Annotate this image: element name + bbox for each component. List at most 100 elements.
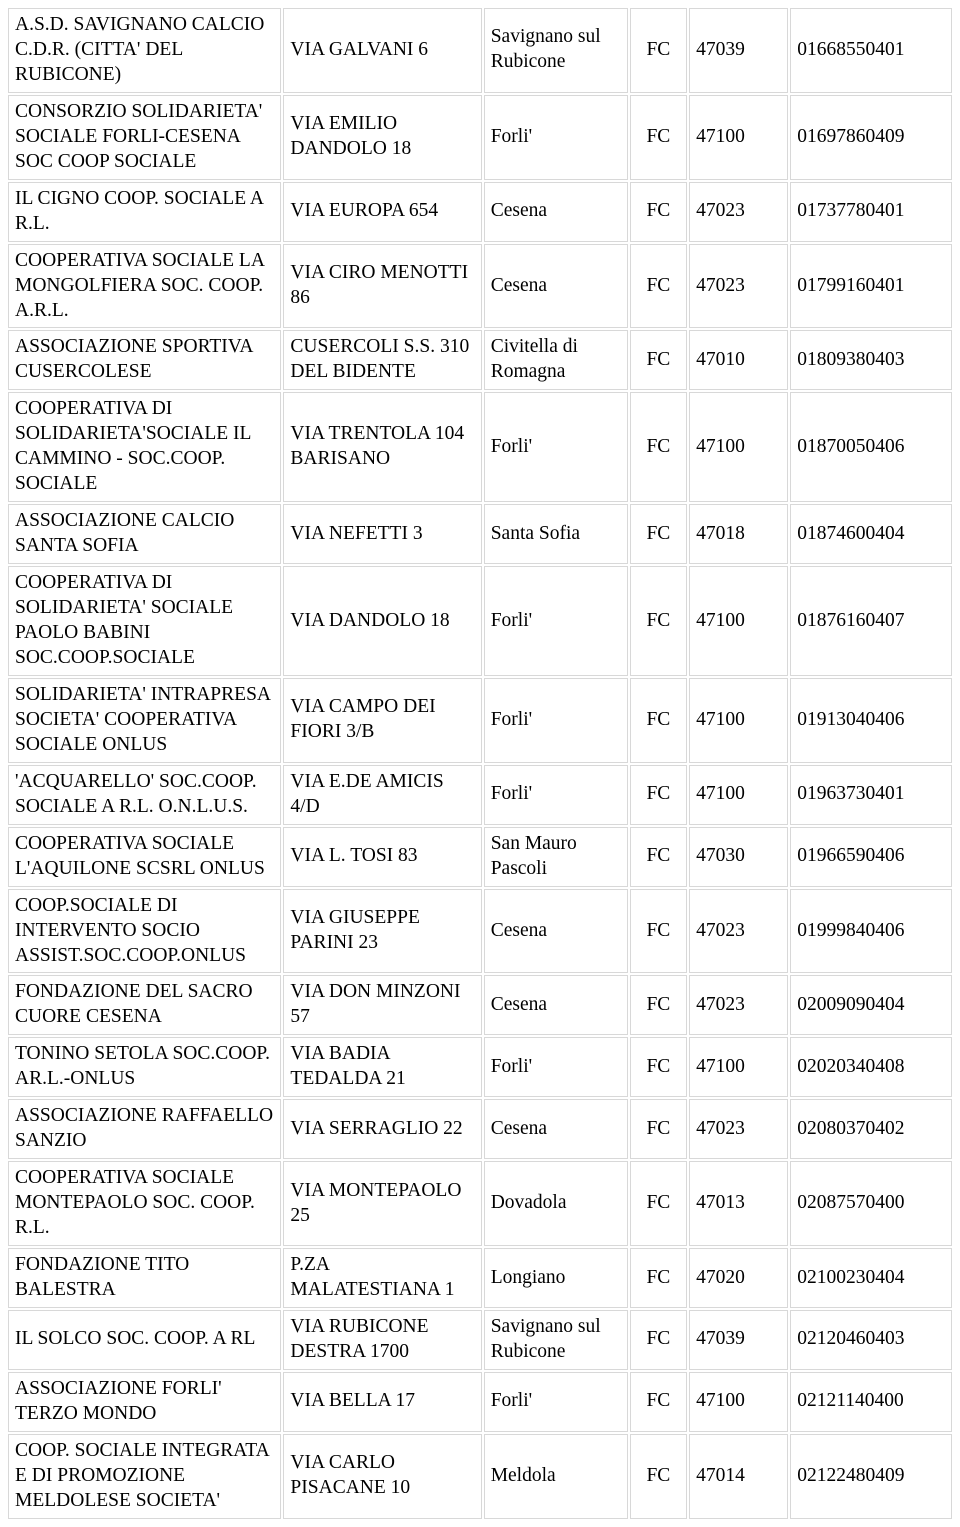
cell-province: FC: [630, 1310, 687, 1370]
cell-city: Cesena: [484, 889, 628, 974]
cell-city: Cesena: [484, 182, 628, 242]
cell-code: 01809380403: [790, 330, 952, 390]
cell-zip: 47013: [689, 1161, 788, 1246]
cell-province: FC: [630, 95, 687, 180]
table-row: COOPERATIVA SOCIALE LA MONGOLFIERA SOC. …: [8, 244, 952, 329]
cell-city: Longiano: [484, 1248, 628, 1308]
cell-zip: 47020: [689, 1248, 788, 1308]
cell-address: P.ZA MALATESTIANA 1: [283, 1248, 481, 1308]
table-row: A.S.D. SAVIGNANO CALCIO C.D.R. (CITTA' D…: [8, 8, 952, 93]
cell-name: COOPERATIVA DI SOLIDARIETA' SOCIALE PAOL…: [8, 566, 281, 676]
cell-code: 01963730401: [790, 765, 952, 825]
cell-name: COOPERATIVA SOCIALE MONTEPAOLO SOC. COOP…: [8, 1161, 281, 1246]
cell-address: VIA BADIA TEDALDA 21: [283, 1037, 481, 1097]
cell-address: VIA SERRAGLIO 22: [283, 1099, 481, 1159]
cell-address: VIA EMILIO DANDOLO 18: [283, 95, 481, 180]
table-row: IL CIGNO COOP. SOCIALE A R.L.VIA EUROPA …: [8, 182, 952, 242]
cell-zip: 47039: [689, 1310, 788, 1370]
cell-code: 02100230404: [790, 1248, 952, 1308]
cell-zip: 47018: [689, 504, 788, 564]
table-row: FONDAZIONE TITO BALESTRAP.ZA MALATESTIAN…: [8, 1248, 952, 1308]
cell-province: FC: [630, 765, 687, 825]
cell-city: Cesena: [484, 1099, 628, 1159]
cell-address: VIA GALVANI 6: [283, 8, 481, 93]
cell-province: FC: [630, 1248, 687, 1308]
cell-zip: 47023: [689, 182, 788, 242]
cell-code: 01737780401: [790, 182, 952, 242]
cell-province: FC: [630, 1372, 687, 1432]
cell-province: FC: [630, 8, 687, 93]
cell-city: Forli': [484, 95, 628, 180]
cell-name: IL SOLCO SOC. COOP. A RL: [8, 1310, 281, 1370]
cell-province: FC: [630, 566, 687, 676]
cell-province: FC: [630, 827, 687, 887]
cell-code: 01668550401: [790, 8, 952, 93]
cell-province: FC: [630, 678, 687, 763]
cell-zip: 47010: [689, 330, 788, 390]
table-row: SOLIDARIETA' INTRAPRESA SOCIETA' COOPERA…: [8, 678, 952, 763]
cell-address: VIA CAMPO DEI FIORI 3/B: [283, 678, 481, 763]
table-row: ASSOCIAZIONE RAFFAELLO SANZIOVIA SERRAGL…: [8, 1099, 952, 1159]
cell-zip: 47023: [689, 244, 788, 329]
table-body: A.S.D. SAVIGNANO CALCIO C.D.R. (CITTA' D…: [8, 8, 952, 1519]
table-row: COOP.SOCIALE DI INTERVENTO SOCIO ASSIST.…: [8, 889, 952, 974]
cell-city: Forli': [484, 678, 628, 763]
table-row: COOPERATIVA SOCIALE L'AQUILONE SCSRL ONL…: [8, 827, 952, 887]
table-row: COOPERATIVA DI SOLIDARIETA'SOCIALE IL CA…: [8, 392, 952, 502]
cell-province: FC: [630, 244, 687, 329]
cell-name: 'ACQUARELLO' SOC.COOP. SOCIALE A R.L. O.…: [8, 765, 281, 825]
cell-zip: 47100: [689, 566, 788, 676]
cell-city: Dovadola: [484, 1161, 628, 1246]
cell-province: FC: [630, 182, 687, 242]
cell-address: VIA E.DE AMICIS 4/D: [283, 765, 481, 825]
cell-name: CONSORZIO SOLIDARIETA' SOCIALE FORLI-CES…: [8, 95, 281, 180]
cell-code: 01966590406: [790, 827, 952, 887]
cell-city: San Mauro Pascoli: [484, 827, 628, 887]
table-row: ASSOCIAZIONE SPORTIVA CUSERCOLESECUSERCO…: [8, 330, 952, 390]
cell-province: FC: [630, 330, 687, 390]
cell-name: ASSOCIAZIONE CALCIO SANTA SOFIA: [8, 504, 281, 564]
table-row: COOP. SOCIALE INTEGRATA E DI PROMOZIONE …: [8, 1434, 952, 1519]
cell-name: COOPERATIVA DI SOLIDARIETA'SOCIALE IL CA…: [8, 392, 281, 502]
cell-name: TONINO SETOLA SOC.COOP. AR.L.-ONLUS: [8, 1037, 281, 1097]
cell-zip: 47023: [689, 889, 788, 974]
cell-name: A.S.D. SAVIGNANO CALCIO C.D.R. (CITTA' D…: [8, 8, 281, 93]
cell-zip: 47100: [689, 1372, 788, 1432]
cell-address: VIA BELLA 17: [283, 1372, 481, 1432]
cell-zip: 47014: [689, 1434, 788, 1519]
cell-city: Forli': [484, 1372, 628, 1432]
cell-code: 02120460403: [790, 1310, 952, 1370]
cell-code: 02080370402: [790, 1099, 952, 1159]
cell-name: ASSOCIAZIONE SPORTIVA CUSERCOLESE: [8, 330, 281, 390]
cell-province: FC: [630, 1099, 687, 1159]
table-row: COOPERATIVA DI SOLIDARIETA' SOCIALE PAOL…: [8, 566, 952, 676]
cell-city: Meldola: [484, 1434, 628, 1519]
cell-province: FC: [630, 1434, 687, 1519]
cell-province: FC: [630, 1037, 687, 1097]
cell-address: VIA EUROPA 654: [283, 182, 481, 242]
cell-zip: 47100: [689, 392, 788, 502]
cell-zip: 47100: [689, 765, 788, 825]
cell-code: 02122480409: [790, 1434, 952, 1519]
cell-name: ASSOCIAZIONE FORLI' TERZO MONDO: [8, 1372, 281, 1432]
cell-code: 01874600404: [790, 504, 952, 564]
cell-city: Forli': [484, 1037, 628, 1097]
cell-code: 02009090404: [790, 975, 952, 1035]
cell-city: Forli': [484, 765, 628, 825]
cell-city: Forli': [484, 392, 628, 502]
cell-code: 02121140400: [790, 1372, 952, 1432]
cell-address: VIA MONTEPAOLO 25: [283, 1161, 481, 1246]
cell-city: Santa Sofia: [484, 504, 628, 564]
cell-name: COOPERATIVA SOCIALE L'AQUILONE SCSRL ONL…: [8, 827, 281, 887]
cell-province: FC: [630, 392, 687, 502]
cell-code: 01999840406: [790, 889, 952, 974]
cell-name: COOP. SOCIALE INTEGRATA E DI PROMOZIONE …: [8, 1434, 281, 1519]
cell-address: VIA TRENTOLA 104 BARISANO: [283, 392, 481, 502]
cell-name: ASSOCIAZIONE RAFFAELLO SANZIO: [8, 1099, 281, 1159]
cell-name: COOPERATIVA SOCIALE LA MONGOLFIERA SOC. …: [8, 244, 281, 329]
cell-code: 01870050406: [790, 392, 952, 502]
cell-address: VIA NEFETTI 3: [283, 504, 481, 564]
cell-city: Civitella di Romagna: [484, 330, 628, 390]
cell-address: VIA DANDOLO 18: [283, 566, 481, 676]
cell-zip: 47039: [689, 8, 788, 93]
